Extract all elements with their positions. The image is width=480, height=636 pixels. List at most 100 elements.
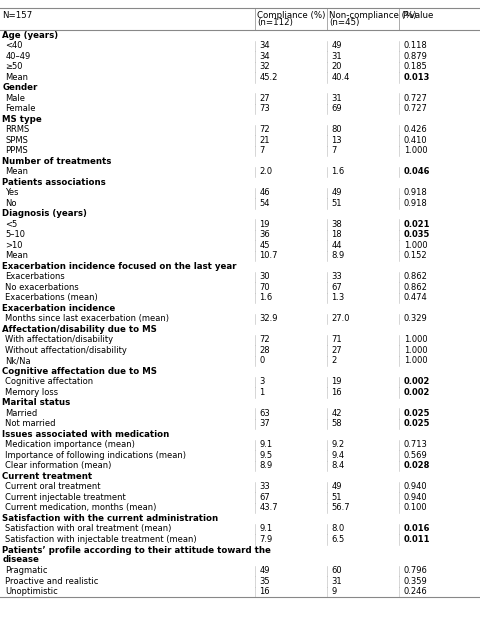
Text: Cognitive affectation: Cognitive affectation [5, 377, 93, 386]
Text: 0.329: 0.329 [403, 314, 427, 323]
Text: 0.011: 0.011 [403, 535, 429, 544]
Text: 27.0: 27.0 [331, 314, 349, 323]
Text: 9.1: 9.1 [259, 524, 272, 533]
Text: 31: 31 [331, 52, 341, 61]
Text: 0.569: 0.569 [403, 451, 427, 460]
Text: 9.5: 9.5 [259, 451, 272, 460]
Text: 1.000: 1.000 [403, 356, 426, 365]
Text: 2.0: 2.0 [259, 167, 272, 176]
Text: 5–10: 5–10 [5, 230, 25, 239]
Text: 31: 31 [331, 93, 341, 103]
Text: 43.7: 43.7 [259, 503, 277, 512]
Text: Non-compliance (%): Non-compliance (%) [329, 11, 416, 20]
Text: 0.013: 0.013 [403, 73, 429, 82]
Text: Gender: Gender [2, 83, 38, 92]
Text: Importance of following indications (mean): Importance of following indications (mea… [5, 451, 186, 460]
Text: 21: 21 [259, 135, 269, 145]
Text: 69: 69 [331, 104, 341, 113]
Text: 33: 33 [331, 272, 342, 281]
Text: Exacerbations (mean): Exacerbations (mean) [5, 293, 98, 302]
Text: 3: 3 [259, 377, 264, 386]
Text: 0.025: 0.025 [403, 419, 429, 428]
Text: RRMS: RRMS [5, 125, 30, 134]
Text: 0.940: 0.940 [403, 482, 426, 491]
Text: Yes: Yes [5, 188, 19, 197]
Text: 0.118: 0.118 [403, 41, 427, 50]
Text: Age (years): Age (years) [2, 31, 59, 39]
Text: SPMS: SPMS [5, 135, 28, 145]
Text: Memory loss: Memory loss [5, 388, 59, 397]
Text: 0.862: 0.862 [403, 283, 427, 292]
Text: 28: 28 [259, 346, 269, 355]
Text: 27: 27 [259, 93, 269, 103]
Text: 38: 38 [331, 220, 342, 229]
Text: Clear information (mean): Clear information (mean) [5, 461, 111, 470]
Text: 72: 72 [259, 125, 269, 134]
Text: 54: 54 [259, 198, 269, 208]
Text: ≥50: ≥50 [5, 62, 23, 71]
Text: Exacerbation incidence focused on the last year: Exacerbation incidence focused on the la… [2, 262, 237, 271]
Text: 0.100: 0.100 [403, 503, 426, 512]
Text: 30: 30 [259, 272, 269, 281]
Text: Female: Female [5, 104, 36, 113]
Text: Current oral treatment: Current oral treatment [5, 482, 101, 491]
Text: 51: 51 [331, 493, 341, 502]
Text: 67: 67 [331, 283, 342, 292]
Text: 0.359: 0.359 [403, 577, 427, 586]
Text: 0.002: 0.002 [403, 377, 429, 386]
Text: 44: 44 [331, 241, 341, 250]
Text: 0.046: 0.046 [403, 167, 429, 176]
Text: No: No [5, 198, 17, 208]
Text: 1.000: 1.000 [403, 346, 426, 355]
Text: disease: disease [2, 555, 39, 564]
Text: 0.410: 0.410 [403, 135, 426, 145]
Text: No exacerbations: No exacerbations [5, 283, 79, 292]
Text: 0.796: 0.796 [403, 566, 427, 575]
Text: 45: 45 [259, 241, 269, 250]
Text: 37: 37 [259, 419, 270, 428]
Text: 1.000: 1.000 [403, 241, 426, 250]
Text: 32: 32 [259, 62, 269, 71]
Text: P-value: P-value [401, 11, 432, 20]
Text: 18: 18 [331, 230, 341, 239]
Text: 0.035: 0.035 [403, 230, 429, 239]
Text: 60: 60 [331, 566, 341, 575]
Text: 31: 31 [331, 577, 341, 586]
Text: 8.0: 8.0 [331, 524, 344, 533]
Text: 67: 67 [259, 493, 270, 502]
Text: Current treatment: Current treatment [2, 472, 92, 481]
Text: 56.7: 56.7 [331, 503, 349, 512]
Text: 1.6: 1.6 [331, 167, 344, 176]
Text: Current injectable treatment: Current injectable treatment [5, 493, 126, 502]
Text: 6.5: 6.5 [331, 535, 344, 544]
Text: 9: 9 [331, 587, 336, 597]
Text: 0.016: 0.016 [403, 524, 429, 533]
Text: 72: 72 [259, 335, 269, 344]
Text: Patients associations: Patients associations [2, 177, 106, 187]
Text: Affectation/disability due to MS: Affectation/disability due to MS [2, 325, 157, 334]
Text: Proactive and realistic: Proactive and realistic [5, 577, 98, 586]
Text: MS type: MS type [2, 114, 42, 124]
Text: 0.152: 0.152 [403, 251, 426, 260]
Text: 0.940: 0.940 [403, 493, 426, 502]
Text: Number of treatments: Number of treatments [2, 156, 111, 166]
Text: 46: 46 [259, 188, 269, 197]
Text: 1.6: 1.6 [259, 293, 272, 302]
Text: 1: 1 [259, 388, 264, 397]
Text: Nk/Na: Nk/Na [5, 356, 31, 365]
Text: 36: 36 [259, 230, 270, 239]
Text: 49: 49 [331, 188, 341, 197]
Text: 10.7: 10.7 [259, 251, 277, 260]
Text: Medication importance (mean): Medication importance (mean) [5, 440, 135, 449]
Text: 19: 19 [331, 377, 341, 386]
Text: 58: 58 [331, 419, 341, 428]
Text: 33: 33 [259, 482, 270, 491]
Text: 49: 49 [259, 566, 269, 575]
Text: 16: 16 [331, 388, 341, 397]
Text: Diagnosis (years): Diagnosis (years) [2, 209, 87, 218]
Text: 0.021: 0.021 [403, 220, 429, 229]
Text: 0.426: 0.426 [403, 125, 427, 134]
Text: Pragmatic: Pragmatic [5, 566, 48, 575]
Text: Issues associated with medication: Issues associated with medication [2, 430, 169, 439]
Text: 0.879: 0.879 [403, 52, 427, 61]
